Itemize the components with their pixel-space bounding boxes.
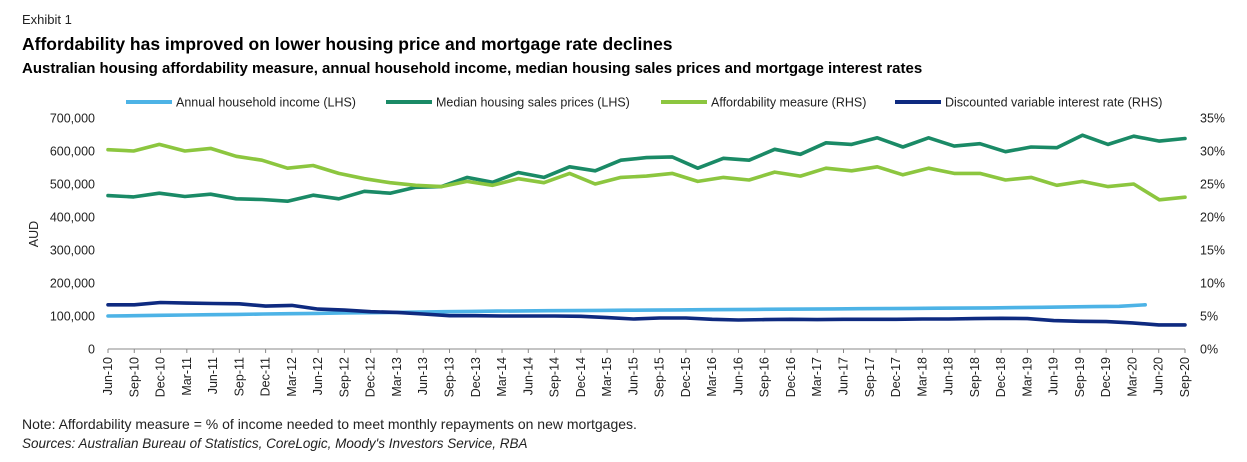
x-tick-label: Mar-13 <box>390 357 404 397</box>
x-tick-label: Jun-10 <box>101 357 115 395</box>
x-tick-label: Mar-18 <box>915 357 929 397</box>
left-tick-label: 0 <box>88 343 95 357</box>
chart-title: Affordability has improved on lower hous… <box>22 34 673 54</box>
x-tick-label: Dec-19 <box>1099 357 1113 397</box>
right-tick-label: 25% <box>1200 178 1225 192</box>
x-tick-label: Jun-11 <box>206 357 220 394</box>
left-tick-label: 300,000 <box>50 244 95 258</box>
line-chart: Annual household income (LHS) Median hous… <box>27 96 1225 398</box>
right-tick-label: 20% <box>1200 211 1225 225</box>
y-axis-label: AUD <box>27 221 41 247</box>
x-tick-label: Sep-20 <box>1178 357 1192 397</box>
x-tick-label: Sep-12 <box>337 357 351 397</box>
right-tick-label: 0% <box>1200 343 1218 357</box>
x-tick-label: Jun-18 <box>942 357 956 395</box>
exhibit-label: Exhibit 1 <box>22 12 72 27</box>
x-tick-label: Mar-17 <box>810 357 824 397</box>
x-tick-label: Sep-10 <box>127 357 141 397</box>
left-tick-label: 700,000 <box>50 112 95 126</box>
x-tick-label: Dec-18 <box>994 357 1008 397</box>
series-line-median-housing-sales-prices <box>106 133 1187 203</box>
x-tick-label: Mar-20 <box>1125 357 1139 397</box>
x-tick-label: Sep-18 <box>968 357 982 397</box>
legend-label: Discounted variable interest rate (RHS) <box>945 96 1162 110</box>
x-tick-label: Dec-11 <box>259 357 273 396</box>
series-line-discounted-variable-interest-rate <box>106 300 1187 327</box>
x-axis: Jun-10 Sep-10 Dec-10 Mar-11 Jun-11 Sep-11 Dec-… <box>101 348 1192 397</box>
right-tick-label: 5% <box>1200 310 1218 324</box>
x-tick-label: Sep-16 <box>758 357 772 397</box>
x-tick-label: Mar-16 <box>705 357 719 397</box>
legend-label: Affordability measure (RHS) <box>711 96 866 110</box>
left-tick-label: 400,000 <box>50 211 95 225</box>
x-tick-label: Jun-15 <box>626 357 640 395</box>
series-line-annual-household-income <box>106 302 1147 318</box>
left-tick-label: 500,000 <box>50 178 95 192</box>
series-layer <box>106 133 1187 327</box>
x-tick-label: Dec-17 <box>889 357 903 397</box>
sources: Sources: Australian Bureau of Statistics… <box>22 436 528 451</box>
right-tick-label: 35% <box>1200 112 1225 126</box>
legend: Annual household income (LHS) Median hous… <box>126 96 1162 110</box>
legend-label: Annual household income (LHS) <box>176 96 356 110</box>
x-tick-label: Jun-17 <box>837 357 851 395</box>
x-tick-label: Jun-14 <box>521 357 535 395</box>
x-tick-label: Mar-12 <box>285 357 299 397</box>
x-tick-label: Dec-16 <box>784 357 798 397</box>
x-tick-label: Dec-14 <box>574 357 588 397</box>
x-tick-label: Jun-19 <box>1047 357 1061 395</box>
right-tick-label: 30% <box>1200 145 1225 159</box>
x-tick-label: Jun-13 <box>416 357 430 395</box>
right-tick-label: 10% <box>1200 277 1225 291</box>
x-tick-label: Sep-15 <box>653 357 667 397</box>
footnote: Note: Affordability measure = % of incom… <box>22 416 637 432</box>
x-tick-label: Dec-15 <box>679 357 693 397</box>
left-axis: 0 100,000 200,000 300,000 400,000 500,000 600,… <box>50 112 95 357</box>
legend-label: Median housing sales prices (LHS) <box>436 96 630 110</box>
x-tick-label: Jun-12 <box>311 357 325 395</box>
x-tick-label: Sep-13 <box>442 357 456 397</box>
x-tick-label: Dec-12 <box>364 357 378 397</box>
x-tick-label: Sep-17 <box>863 357 877 397</box>
left-tick-label: 200,000 <box>50 277 95 291</box>
x-tick-label: Jun-20 <box>1152 357 1166 395</box>
x-tick-label: Dec-13 <box>469 357 483 397</box>
right-tick-label: 15% <box>1200 244 1225 258</box>
left-tick-label: 600,000 <box>50 145 95 159</box>
x-tick-label: Jun-16 <box>731 357 745 395</box>
x-tick-label: Mar-14 <box>495 357 509 397</box>
x-tick-label: Mar-11 <box>180 357 194 396</box>
chart-subtitle: Australian housing affordability measure… <box>22 60 923 77</box>
x-tick-label: Sep-14 <box>548 357 562 397</box>
x-tick-label: Sep-11 <box>232 357 246 396</box>
x-tick-label: Sep-19 <box>1073 357 1087 397</box>
x-tick-label: Mar-19 <box>1020 357 1034 397</box>
right-axis: 0% 5% 10% 15% 20% 25% 30% 35% <box>1200 112 1225 357</box>
x-tick-label: Dec-10 <box>154 357 168 397</box>
x-tick-label: Mar-15 <box>600 357 614 397</box>
series-line-affordability-measure <box>106 142 1187 202</box>
left-tick-label: 100,000 <box>50 310 95 324</box>
